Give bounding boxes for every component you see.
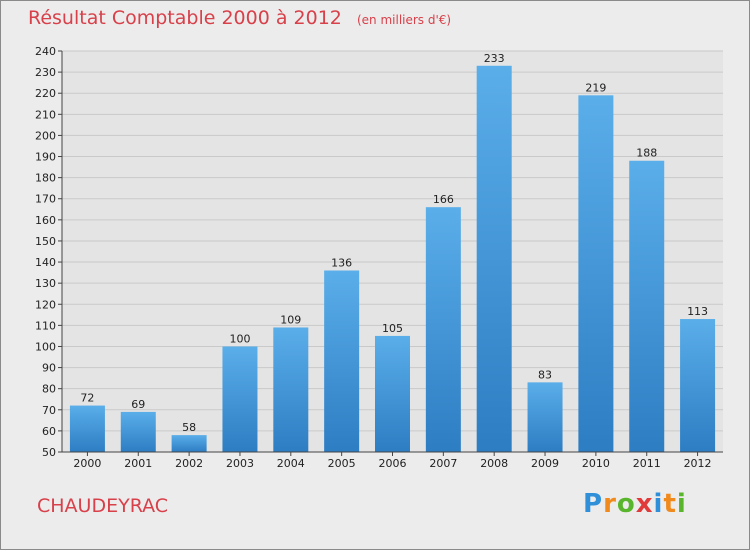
brand-letter: P [583,489,604,519]
data-label-2001: 69 [131,398,145,411]
y-tick-label: 240 [35,45,56,58]
y-tick-label: 50 [42,446,56,459]
y-tick-label: 150 [35,235,56,248]
brand-letter: x [635,489,654,519]
bar-2007 [425,207,461,452]
bars [69,65,716,453]
y-tick-label: 90 [42,362,56,375]
y-tick-label: 70 [42,404,56,417]
data-label-2012: 113 [687,305,708,318]
y-tick-label: 200 [35,129,56,142]
chart-title-block: Résultat Comptable 2000 à 2012 (en milli… [28,7,451,29]
y-tick-label: 160 [35,214,56,227]
chart-units: (en milliers d'€) [356,13,452,27]
brand-letter: r [603,489,617,519]
brand-letter: t [663,489,677,519]
x-tick-label-2009: 2009 [531,457,559,470]
y-tick-label: 140 [35,256,56,269]
data-label-2010: 219 [585,81,606,94]
y-tick-label: 220 [35,87,56,100]
bar-2009 [527,382,563,452]
data-label-2002: 58 [182,421,196,434]
x-tick-label-2002: 2002 [175,457,203,470]
brand-letter: i [653,489,664,519]
bar-2003 [222,346,258,452]
y-tick-label: 180 [35,172,56,185]
x-tick-label-2010: 2010 [582,457,610,470]
x-tick-label-2005: 2005 [328,457,356,470]
y-tick-label: 80 [42,383,56,396]
bar-2000 [69,405,105,452]
bar-2002 [171,435,207,452]
bar-2008 [476,65,512,452]
bar-2012 [680,319,716,452]
data-label-2000: 72 [80,392,94,405]
y-tick-label: 120 [35,298,56,311]
chart-title: Résultat Comptable 2000 à 2012 [28,7,342,29]
bar-2010 [578,95,614,453]
x-tick-label-2003: 2003 [226,457,254,470]
bar-2005 [324,270,360,452]
commune-name: CHAUDEYRAC [37,495,169,517]
x-tick-label-2006: 2006 [379,457,407,470]
bar-2004 [273,327,309,452]
x-tick-label-2000: 2000 [73,457,101,470]
x-axis-ticks: 2000 2001 2002 2003 2004 2005 2006 2007 2008 2009… [73,452,712,470]
data-label-2009: 83 [538,368,552,381]
x-tick-label-2007: 2007 [429,457,457,470]
y-tick-label: 110 [35,319,56,332]
data-label-2003: 100 [229,332,250,345]
bar-2006 [375,335,410,452]
x-tick-label-2008: 2008 [480,457,508,470]
y-tick-label: 130 [35,277,56,290]
bar-2011 [629,160,665,452]
y-tick-label: 170 [35,193,56,206]
y-axis-ticks: 50 60 70 80 90 100 110 120 130 140 150 160 170 180 190… [35,45,62,459]
data-label-2006: 105 [382,322,403,335]
brand-letter: o [616,489,636,519]
y-tick-label: 60 [42,425,56,438]
y-tick-label: 230 [35,66,56,79]
data-label-2005: 136 [331,256,352,269]
y-tick-label: 190 [35,151,56,164]
x-tick-label-2011: 2011 [633,457,661,470]
x-tick-label-2004: 2004 [277,457,305,470]
x-tick-label-2012: 2012 [684,457,712,470]
data-label-2008: 233 [484,52,505,65]
data-label-2007: 166 [433,193,454,206]
x-tick-label-2001: 2001 [124,457,152,470]
y-tick-label: 100 [35,340,56,353]
data-label-2004: 109 [280,313,301,326]
data-labels: 72 69 58 100 109 136 105 166 233 83 219 188 113 [80,52,708,434]
bar-2001 [120,411,156,452]
brand-letter: i [676,489,687,519]
data-label-2011: 188 [636,147,657,160]
proxiti-logo: Proxiti [583,489,687,519]
y-tick-label: 210 [35,108,56,121]
